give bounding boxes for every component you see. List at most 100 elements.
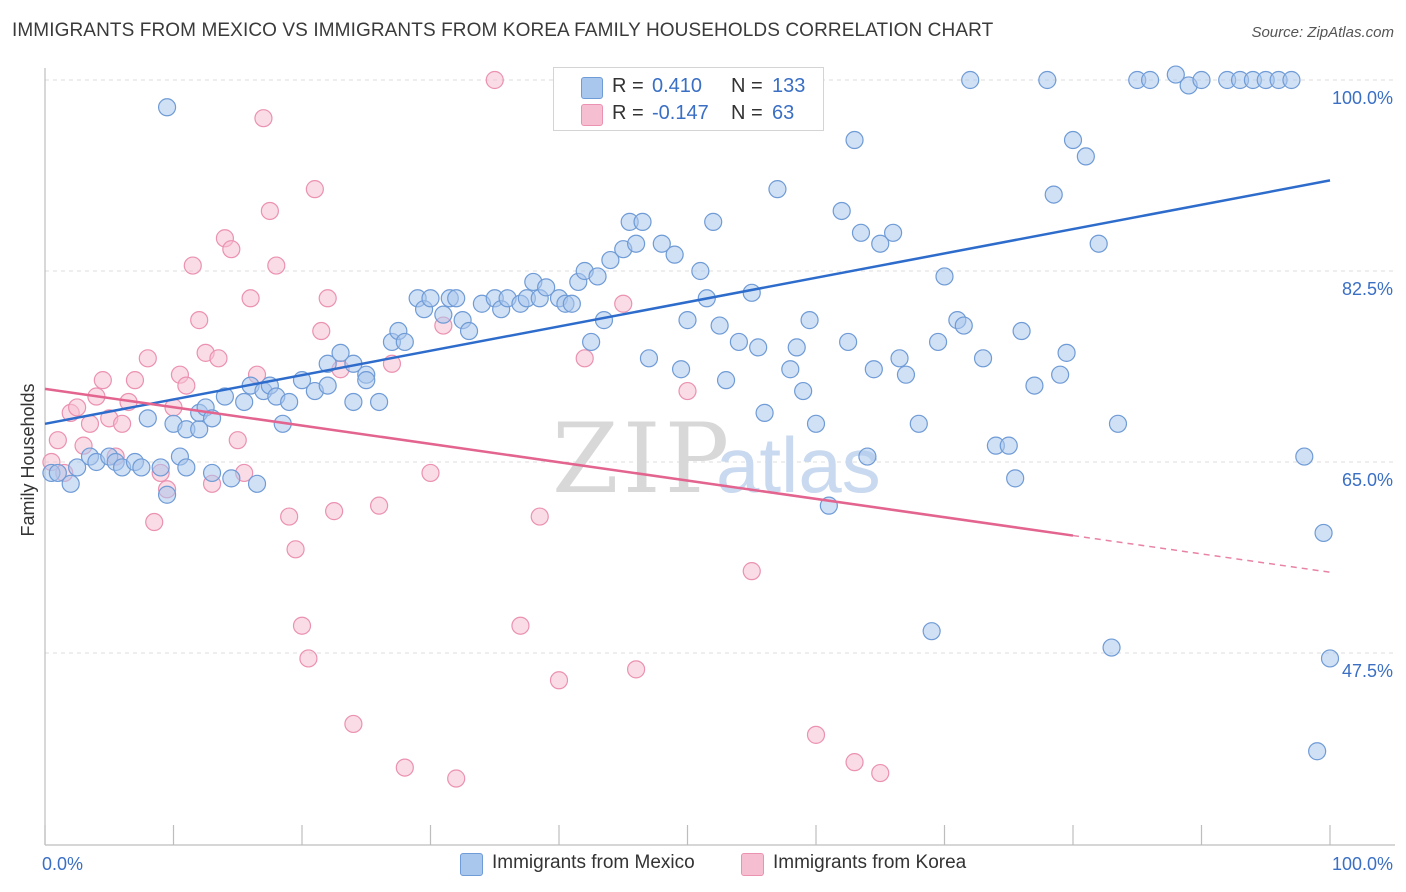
mexico-point xyxy=(839,332,858,352)
correlation-legend: R = 0.410 N = 133 R = -0.147 N = 63 xyxy=(553,67,824,131)
mexico-point xyxy=(851,223,871,242)
korea-trend-extension xyxy=(1072,534,1331,573)
watermark-atlas: atlas xyxy=(716,421,881,509)
korea-point xyxy=(447,769,466,788)
mexico-point xyxy=(1076,147,1095,166)
korea-point xyxy=(299,649,318,668)
mexico-point xyxy=(768,180,787,199)
mexico-point xyxy=(922,622,941,641)
mexico-point xyxy=(678,311,697,330)
mexico-point xyxy=(787,338,806,357)
y-tick-label: 65.0% xyxy=(1342,470,1393,490)
korea-point xyxy=(241,289,260,308)
korea-point xyxy=(370,496,389,515)
korea-point xyxy=(190,311,209,330)
mexico-point xyxy=(710,316,729,335)
legend-n-label: N = xyxy=(731,75,763,97)
mexico-point xyxy=(370,392,389,412)
korea-point xyxy=(318,289,337,308)
mexico-point xyxy=(691,261,710,281)
korea-point xyxy=(530,507,549,526)
korea-point xyxy=(871,763,890,783)
korea-trend-line xyxy=(44,387,1074,537)
series-swatch-mexico xyxy=(460,853,483,876)
korea-point xyxy=(626,660,646,679)
mexico-point xyxy=(794,381,813,401)
korea-point xyxy=(421,463,440,483)
mexico-point xyxy=(202,463,222,483)
series-label-korea: Immigrants from Korea xyxy=(773,852,967,873)
mexico-point xyxy=(157,485,177,504)
mexico-point xyxy=(235,392,254,412)
korea-point xyxy=(286,540,305,559)
korea-point xyxy=(806,725,826,744)
korea-point xyxy=(145,512,164,532)
korea-point xyxy=(68,398,87,417)
y-tick-label: 47.5% xyxy=(1342,661,1393,681)
mexico-point xyxy=(800,311,819,330)
mexico-point xyxy=(138,409,157,428)
legend-row-mexico: R = 0.410 N = 133 xyxy=(554,74,823,100)
korea-point xyxy=(183,256,202,275)
korea-point xyxy=(292,616,312,635)
mexico-point xyxy=(954,316,973,335)
mexico-point xyxy=(1006,469,1025,488)
mexico-point xyxy=(858,447,877,466)
mexico-point xyxy=(582,332,601,352)
series-legend: Immigrants from Mexico Immigrants from K… xyxy=(0,852,1406,878)
mexico-point xyxy=(1166,65,1185,84)
mexico-point xyxy=(132,458,151,477)
source-credit: Source: ZipAtlas.com xyxy=(1251,24,1394,41)
legend-r-value-korea: -0.147 xyxy=(652,102,709,124)
mexico-point xyxy=(755,403,774,422)
mexico-point xyxy=(447,289,466,308)
legend-swatch-mexico xyxy=(581,77,603,99)
mexico-point xyxy=(1320,649,1340,668)
legend-n-label: N = xyxy=(731,102,763,124)
korea-point xyxy=(325,502,344,521)
mexico-point xyxy=(890,349,909,368)
korea-point xyxy=(93,371,112,390)
y-axis-label: Family Households xyxy=(18,383,38,536)
korea-point xyxy=(112,414,132,433)
y-tick-label: 100.0% xyxy=(1332,88,1393,108)
mexico-point xyxy=(1140,70,1160,90)
mexico-point xyxy=(928,332,948,352)
mexico-point xyxy=(537,278,556,297)
korea-point xyxy=(678,381,697,401)
mexico-point xyxy=(864,360,883,379)
mexico-point xyxy=(421,289,440,308)
korea-point xyxy=(312,321,331,341)
mexico-point xyxy=(1102,638,1121,657)
mexico-point xyxy=(215,387,234,406)
mexico-point xyxy=(562,294,581,313)
mexico-point xyxy=(1044,185,1063,204)
mexico-point xyxy=(1314,523,1333,543)
mexico-point xyxy=(665,245,684,264)
mexico-point xyxy=(247,474,267,493)
korea-point xyxy=(549,671,569,690)
mexico-point xyxy=(742,283,761,302)
legend-r-label: R = xyxy=(612,102,644,124)
mexico-point xyxy=(1295,447,1314,466)
mexico-point xyxy=(331,343,350,362)
mexico-point xyxy=(883,223,903,242)
mexico-point xyxy=(1057,343,1076,362)
korea-point xyxy=(138,349,157,368)
mexico-point xyxy=(68,458,87,477)
korea-point xyxy=(575,349,594,368)
korea-point xyxy=(222,240,241,259)
korea-point xyxy=(742,562,761,581)
mexico-point xyxy=(459,321,479,341)
mexico-point xyxy=(1192,70,1211,90)
korea-point xyxy=(485,70,504,90)
korea-point xyxy=(845,753,864,772)
mexico-point xyxy=(639,349,659,368)
mexico-point xyxy=(633,212,652,231)
mexico-point xyxy=(318,376,337,395)
mexico-point xyxy=(357,371,376,390)
mexico-point xyxy=(222,469,241,488)
mexico-point xyxy=(1108,414,1128,433)
mexico-point xyxy=(434,305,453,324)
